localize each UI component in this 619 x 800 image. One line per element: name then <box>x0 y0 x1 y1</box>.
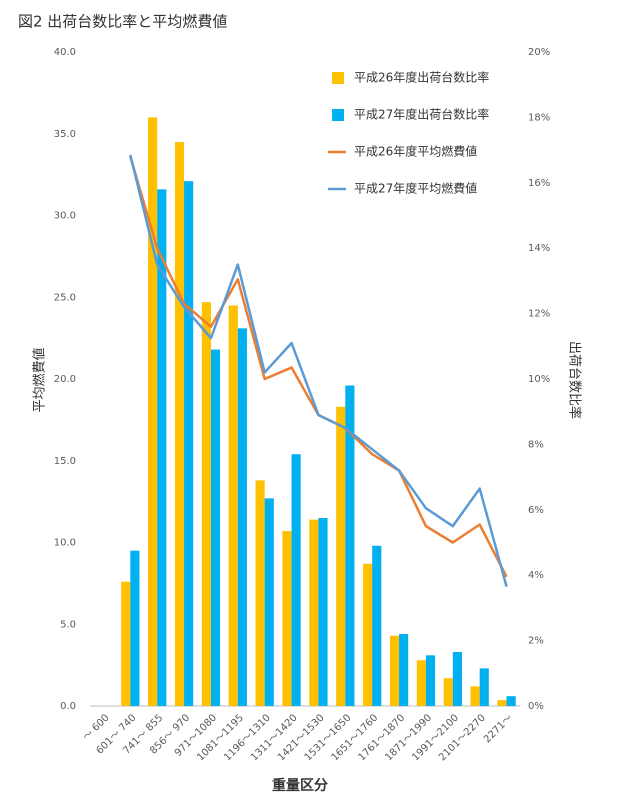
bar <box>291 454 301 706</box>
bar <box>497 700 507 706</box>
bar <box>174 141 185 707</box>
y2-tick-label: 16% <box>528 178 550 189</box>
line <box>129 154 508 587</box>
bar <box>318 517 328 706</box>
bar <box>210 349 221 706</box>
legend-swatch <box>332 72 344 84</box>
y-tick-label: 35.0 <box>54 129 76 140</box>
y2-tick-label: 14% <box>528 243 550 254</box>
y2-tick-label: 18% <box>528 112 550 123</box>
bar <box>345 385 355 706</box>
bar <box>148 117 158 706</box>
x-tick-label: 2271～ <box>482 712 515 745</box>
bar <box>470 686 480 706</box>
bar <box>264 498 274 706</box>
bar <box>201 302 211 706</box>
bar <box>255 480 265 706</box>
bar <box>425 655 436 706</box>
bar <box>363 563 373 706</box>
bar <box>282 531 292 706</box>
y-tick-label: 20.0 <box>54 374 76 385</box>
legend-label: 平成26年度出荷台数比率 <box>354 70 489 85</box>
x-axis-title: 重量区分 <box>272 777 328 794</box>
bar <box>416 660 426 706</box>
y-tick-label: 40.0 <box>54 47 76 58</box>
y-tick-label: 0.0 <box>60 701 76 712</box>
bar <box>372 545 382 706</box>
y2-tick-label: 10% <box>528 374 550 385</box>
chart-title: 図2 出荷台数比率と平均燃費値 <box>18 13 227 31</box>
bar <box>506 696 516 706</box>
y-tick-label: 25.0 <box>54 292 76 303</box>
bar <box>389 635 400 706</box>
y2-tick-label: 4% <box>528 570 544 581</box>
y-axis-title: 平均燃費値 <box>32 347 48 412</box>
bar <box>336 406 346 706</box>
legend-label: 平成27年度出荷台数比率 <box>354 107 489 122</box>
bar <box>309 519 319 706</box>
bar <box>443 678 453 706</box>
y-tick-label: 5.0 <box>60 619 76 630</box>
bar <box>237 328 247 706</box>
y2-tick-label: 2% <box>528 636 544 647</box>
bar <box>121 581 131 706</box>
bar <box>130 550 140 706</box>
bar <box>184 181 194 707</box>
y2-tick-label: 6% <box>528 505 544 516</box>
y-tick-label: 30.0 <box>54 211 76 222</box>
legend-swatch <box>332 109 344 121</box>
bar <box>228 305 238 706</box>
y2-tick-label: 12% <box>528 309 550 320</box>
bar <box>157 189 167 707</box>
y2-tick-label: 8% <box>528 439 544 450</box>
bar <box>399 634 409 706</box>
y2-tick-label: 0% <box>528 701 544 712</box>
y-tick-label: 10.0 <box>54 538 76 549</box>
y-tick-label: 15.0 <box>54 456 76 467</box>
legend-label: 平成26年度平均燃費値 <box>354 144 477 159</box>
y2-tick-label: 20% <box>528 47 550 58</box>
y2-axis-title: 出荷台数比率 <box>567 341 583 419</box>
bar <box>479 668 489 706</box>
legend-label: 平成27年度平均燃費値 <box>354 181 477 196</box>
bar <box>452 652 462 706</box>
